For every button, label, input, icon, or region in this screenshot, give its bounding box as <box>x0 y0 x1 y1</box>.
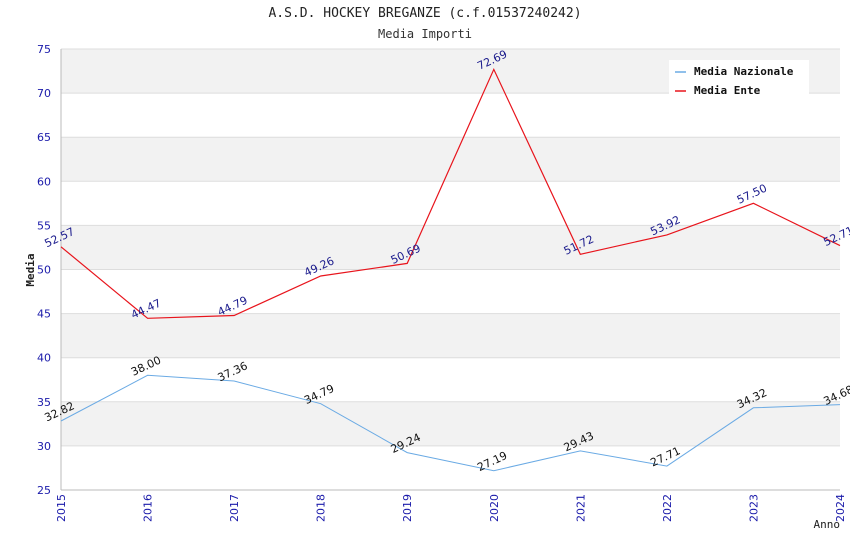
x-tick-label: 2024 <box>834 494 847 522</box>
y-tick-label: 55 <box>37 219 51 232</box>
legend: Media Nazionale Media Ente <box>669 60 809 98</box>
y-tick-label: 30 <box>37 440 51 453</box>
grid-band <box>61 445 840 490</box>
chart-title: A.S.D. HOCKEY BREGANZE (c.f.01537240242) <box>268 6 582 21</box>
y-tick-label: 45 <box>37 308 51 321</box>
legend-box <box>669 60 809 98</box>
grid-band <box>61 269 840 314</box>
series-line-media-ente <box>60 67 841 319</box>
x-tick-label: 2017 <box>228 494 241 522</box>
grid-bands <box>61 49 840 490</box>
y-tick-label: 35 <box>37 396 51 409</box>
y-tick-label: 25 <box>37 484 51 497</box>
y-tick-label: 60 <box>37 175 51 188</box>
y-tick-label: 65 <box>37 131 51 144</box>
grid-band <box>61 93 840 138</box>
chart-subtitle: Media Importi <box>378 27 472 41</box>
x-tick-label: 2018 <box>315 494 328 522</box>
x-tick-label: 2023 <box>747 494 760 522</box>
y-tick-label: 75 <box>37 43 51 56</box>
grid-band <box>61 181 840 226</box>
legend-label-media-nazionale: Media Nazionale <box>694 65 794 78</box>
x-tick-label: 2021 <box>574 494 587 522</box>
y-tick-label: 40 <box>37 352 51 365</box>
x-tick-labels: 2015 2016 2017 2018 2019 2020 2021 2022 2023 2024 <box>55 494 847 522</box>
y-tick-label: 50 <box>37 264 51 277</box>
series-lines <box>60 67 841 472</box>
x-tick-label: 2016 <box>142 494 155 522</box>
y-tick-label: 70 <box>37 87 51 100</box>
grid-band <box>61 137 840 182</box>
grid-band <box>61 357 840 402</box>
x-tick-label: 2019 <box>401 494 414 522</box>
y-tick-labels: 25 30 35 40 45 50 55 60 65 70 75 <box>37 43 51 497</box>
x-tick-label: 2015 <box>55 494 68 522</box>
grid-band <box>61 225 840 270</box>
x-tick-label: 2022 <box>661 494 674 522</box>
legend-label-media-ente: Media Ente <box>694 84 761 97</box>
grid-band <box>61 313 840 358</box>
series-line-media-nazionale <box>60 374 841 472</box>
x-axis-label: Anno <box>814 518 841 531</box>
x-tick-label: 2020 <box>488 494 501 522</box>
y-axis-label: Media <box>24 253 37 286</box>
grid-band <box>61 401 840 446</box>
